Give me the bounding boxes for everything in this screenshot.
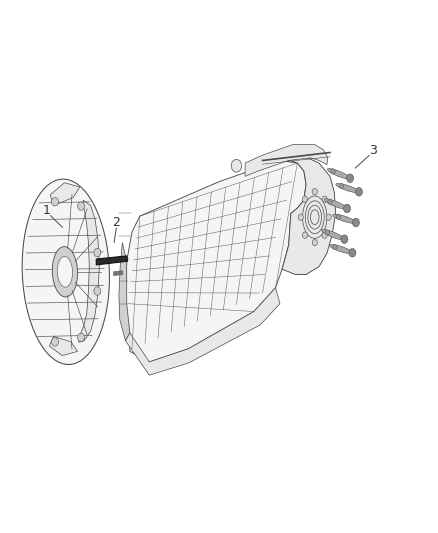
Ellipse shape	[346, 174, 353, 182]
Text: 3: 3	[369, 144, 377, 157]
Polygon shape	[50, 183, 80, 206]
Circle shape	[298, 214, 304, 220]
Circle shape	[94, 248, 101, 257]
Ellipse shape	[331, 169, 335, 174]
Circle shape	[312, 189, 318, 195]
Polygon shape	[79, 200, 99, 342]
Circle shape	[52, 337, 59, 346]
Ellipse shape	[353, 219, 360, 227]
Polygon shape	[125, 160, 306, 362]
Ellipse shape	[339, 183, 344, 189]
Text: 1: 1	[43, 204, 51, 217]
Ellipse shape	[325, 230, 329, 235]
Circle shape	[302, 232, 307, 238]
Ellipse shape	[321, 230, 344, 240]
Polygon shape	[280, 155, 336, 274]
Polygon shape	[245, 144, 328, 176]
Ellipse shape	[52, 247, 78, 297]
Polygon shape	[96, 256, 127, 265]
Polygon shape	[119, 243, 130, 341]
Circle shape	[326, 214, 331, 220]
Ellipse shape	[336, 214, 341, 220]
Text: 2: 2	[113, 216, 120, 229]
Ellipse shape	[328, 199, 332, 204]
Circle shape	[78, 202, 85, 211]
Circle shape	[52, 198, 59, 206]
Ellipse shape	[324, 199, 347, 209]
Ellipse shape	[336, 183, 359, 192]
Ellipse shape	[57, 256, 73, 287]
Ellipse shape	[22, 179, 110, 365]
Circle shape	[312, 239, 318, 246]
Circle shape	[231, 159, 242, 172]
Circle shape	[94, 287, 101, 295]
Ellipse shape	[333, 214, 356, 223]
Circle shape	[322, 232, 327, 238]
Ellipse shape	[349, 248, 356, 257]
Ellipse shape	[343, 204, 350, 213]
Ellipse shape	[329, 245, 353, 254]
Polygon shape	[125, 288, 280, 375]
Ellipse shape	[327, 168, 350, 179]
Ellipse shape	[356, 188, 362, 196]
Ellipse shape	[341, 235, 348, 244]
Circle shape	[322, 196, 327, 203]
Polygon shape	[49, 336, 78, 356]
Circle shape	[302, 196, 307, 203]
Ellipse shape	[333, 245, 337, 250]
Circle shape	[78, 333, 85, 342]
Polygon shape	[114, 271, 123, 276]
